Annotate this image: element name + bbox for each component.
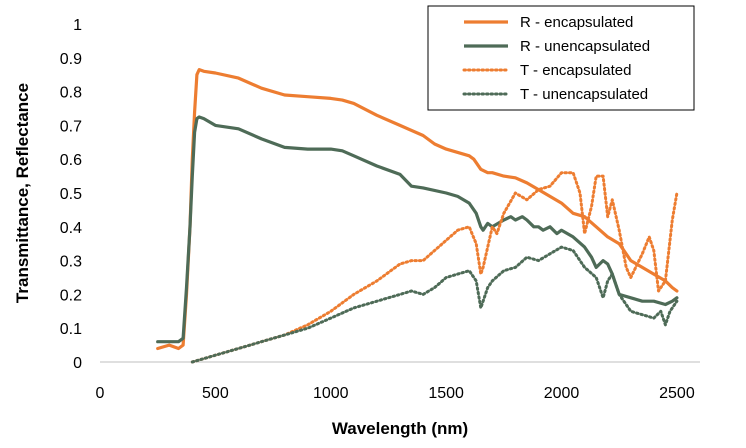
y-tick-label: 0.3: [60, 254, 82, 271]
x-tick-label: 1000: [313, 385, 349, 402]
y-tick-label: 0: [73, 355, 82, 372]
x-tick-label: 2000: [544, 385, 580, 402]
x-tick-label: 1500: [428, 385, 464, 402]
series-line-t-encapsulated: [190, 171, 679, 364]
legend-label: T - encapsulated: [520, 62, 631, 79]
legend-label: R - unencapsulated: [520, 38, 650, 55]
y-tick-label: 0.9: [60, 51, 82, 68]
y-tick-label: 1: [73, 17, 82, 34]
x-tick-label: 2500: [659, 385, 695, 402]
x-tick-label: 0: [96, 385, 105, 402]
series-line-r-encapsulated: [156, 68, 679, 351]
legend-label: R - encapsulated: [520, 14, 633, 31]
y-axis-title: Transmittance, Reflectance: [13, 83, 32, 303]
y-tick-label: 0.2: [60, 287, 82, 304]
y-tick-label: 0.4: [60, 220, 82, 237]
y-tick-label: 0.7: [60, 118, 82, 135]
y-tick-label: 0.1: [60, 321, 82, 338]
y-axis-ticks: 0 0.1 0.2 0.3 0.4 0.5 0.6 0.7 0.8 0.9 1: [60, 17, 82, 372]
legend: R - encapsulated R - unencapsulated T - en…: [427, 5, 695, 111]
series-line-t-unencapsulated: [190, 245, 679, 364]
y-tick-label: 0.5: [60, 186, 82, 203]
x-tick-label: 500: [202, 385, 229, 402]
series-layer: [156, 68, 679, 364]
x-axis-ticks: 0 500 1000 1500 2000 2500: [96, 385, 695, 402]
y-tick-label: 0.8: [60, 85, 82, 102]
x-axis-title: Wavelength (nm): [332, 419, 468, 438]
series-line-r-unencapsulated: [156, 115, 679, 344]
legend-label: T - unencapsulated: [520, 86, 648, 103]
y-tick-label: 0.6: [60, 152, 82, 169]
